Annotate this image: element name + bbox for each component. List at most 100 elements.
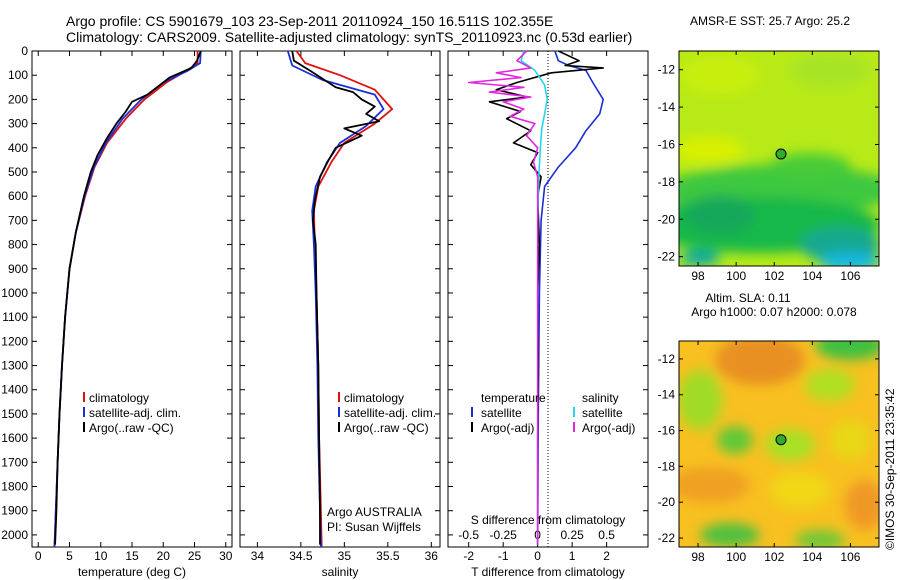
- legend-swatch-sat: [83, 407, 85, 417]
- platform-annotation: Argo AUSTRALIA: [327, 505, 422, 519]
- series-line-argo-raw-qc-: [291, 50, 380, 545]
- legend-text-clim: climatology: [89, 391, 149, 405]
- temperature-x-axis: 0 5 10 15 20 25 30: [35, 51, 233, 563]
- series-line-satellite-adj-clim-: [53, 50, 202, 548]
- legend-swatch-s-sat: [573, 407, 575, 417]
- legend-title-salinity: salinity: [582, 391, 619, 405]
- lon-tick-label: 102: [764, 550, 784, 564]
- argo-position-marker: [775, 434, 787, 446]
- x-tick-label: 15: [125, 549, 139, 563]
- series-line-climatology: [295, 50, 394, 548]
- salinity-axes-frame: [239, 50, 441, 548]
- y-tick-label: 1600: [1, 431, 28, 445]
- lat-tick-label: -12: [658, 352, 676, 366]
- sla-map-title-line2: Argo h1000: 0.07 h2000: 0.078: [691, 305, 857, 319]
- legend-swatch-t-sat: [471, 407, 473, 417]
- lon-tick-label: 100: [726, 550, 746, 564]
- legend-swatch-s-argo: [573, 422, 575, 432]
- sst-lat-axis: -12 -14 -16 -18 -20 -22: [658, 63, 879, 264]
- lat-tick-label: -22: [658, 250, 676, 264]
- x-tick-label: 10: [94, 549, 108, 563]
- x-tick-label: 35.5: [376, 549, 400, 563]
- lat-tick-label: -22: [658, 531, 676, 545]
- salinity-x-axis: 34 34.5 35 35.5 36: [251, 51, 439, 563]
- y-tick-label: 700: [8, 213, 28, 227]
- sla-field: [679, 341, 879, 547]
- legend-swatch-argo: [338, 422, 340, 432]
- title-line1: Argo profile: CS 5901679_103 23-Sep-2011…: [66, 13, 553, 29]
- series-line-climatology: [53, 51, 199, 548]
- x-tick-label: -2: [463, 549, 474, 563]
- difference-depth-ticks: [448, 50, 648, 536]
- legend-text-sat: satellite-adj. clim.: [344, 406, 436, 420]
- salinity-series: [286, 50, 394, 548]
- y-tick-label: 600: [8, 189, 28, 203]
- x-tick-label: 1: [569, 549, 576, 563]
- pi-annotation: PI: Susan Wijffels: [327, 520, 421, 534]
- s-tick-label: -0.5: [458, 528, 479, 542]
- sla-map: Altim. SLA: 0.11 Argo h1000: 0.07 h2000:…: [658, 291, 880, 564]
- lat-tick-label: -14: [658, 100, 676, 114]
- sst-map-frame: [678, 50, 880, 267]
- salinity-xlabel: salinity: [322, 565, 359, 579]
- sla-lat-axis: -12 -14 -16 -18 -20 -22: [658, 352, 879, 545]
- y-tick-label: 1800: [1, 480, 28, 494]
- y-tick-label: 1400: [1, 383, 28, 397]
- lon-tick-label: 98: [691, 550, 705, 564]
- y-tick-label: 1300: [1, 359, 28, 373]
- sla-map-frame: [678, 340, 880, 548]
- temperature-xlabel: temperature (deg C): [78, 565, 186, 579]
- y-tick-label: 900: [8, 262, 28, 276]
- series-line-t-satellite: [536, 50, 604, 545]
- x-tick-label: -1: [498, 549, 509, 563]
- lon-tick-label: 100: [726, 269, 746, 283]
- legend-title-temperature: temperature: [481, 391, 546, 405]
- x-tick-label: 5: [66, 549, 73, 563]
- lon-tick-label: 106: [840, 269, 860, 283]
- legend-swatch-argo: [83, 422, 85, 432]
- difference-panel: -2 -1 0 1 2 -0.5 -0.25 0 0.25 0.5 temperature sa…: [447, 50, 649, 579]
- x-tick-label: 20: [157, 549, 171, 563]
- lon-tick-label: 98: [691, 269, 705, 283]
- t-difference-xlabel: T difference from climatology: [471, 565, 625, 579]
- y-tick-label: 2000: [1, 528, 28, 542]
- x-tick-label: 34.5: [289, 549, 313, 563]
- series-line-satellite-adj-clim-: [286, 50, 385, 548]
- temperature-panel: 0100200300400500600700800900100011001200…: [1, 44, 232, 579]
- x-tick-label: 0: [35, 549, 42, 563]
- x-tick-label: 30: [219, 549, 233, 563]
- salinity-depth-ticks: [240, 50, 440, 536]
- sst-map: AMSR-E SST: 25.7 Argo: 25.2 -12 -14 -16 -18…: [658, 14, 880, 283]
- depth-axis: 0 100 200 300 400 500 600 700 800 900 1000 1100 1200…: [1, 44, 232, 542]
- s-tick-label: 0.25: [560, 528, 584, 542]
- y-tick-label: 500: [8, 165, 28, 179]
- legend-text-argo: Argo(..raw -QC): [89, 421, 174, 435]
- temperature-legend: climatology satellite-adj. clim. Argo(..…: [83, 391, 181, 435]
- lon-tick-label: 102: [764, 269, 784, 283]
- lat-tick-label: -18: [658, 459, 676, 473]
- lon-tick-label: 104: [802, 269, 822, 283]
- lon-tick-label: 104: [802, 550, 822, 564]
- series-line-s-argo-adj-: [467, 50, 539, 545]
- y-tick-label: 1900: [1, 504, 28, 518]
- sla-lon-axis: 98 100 102 104 106: [691, 341, 861, 564]
- x-tick-label: 2: [603, 549, 610, 563]
- x-tick-label: 35: [338, 549, 352, 563]
- difference-axes-frame: [447, 50, 649, 548]
- lat-tick-label: -16: [658, 424, 676, 438]
- y-tick-label: 1000: [1, 286, 28, 300]
- s-difference-label: S difference from climatology: [471, 513, 626, 527]
- y-tick-label: 1100: [2, 310, 28, 324]
- legend-text-clim: climatology: [344, 391, 404, 405]
- y-tick-label: 300: [8, 117, 28, 131]
- y-tick-label: 200: [8, 92, 28, 106]
- y-tick-label: 1500: [1, 407, 28, 421]
- x-tick-label: 34: [251, 549, 265, 563]
- legend-swatch-t-argo: [471, 422, 473, 432]
- argo-position-marker: [775, 148, 787, 160]
- x-tick-label: 36: [425, 549, 439, 563]
- salinity-panel: 34 34.5 35 35.5 36 climatology satellite-adj…: [239, 50, 441, 579]
- sst-lon-axis: 98 100 102 104 106: [691, 51, 861, 283]
- sst-map-title: AMSR-E SST: 25.7 Argo: 25.2: [690, 14, 850, 28]
- difference-series: [467, 50, 604, 545]
